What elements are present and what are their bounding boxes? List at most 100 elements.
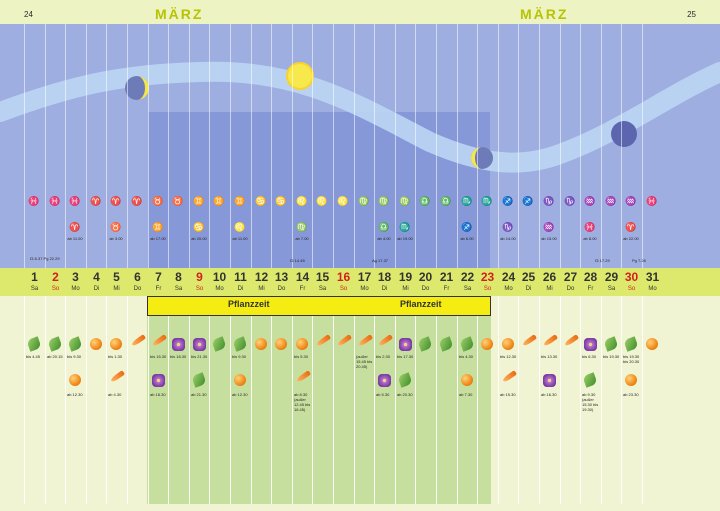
day-number: 9 (196, 270, 203, 284)
note-day29: Pg 7.26 (632, 258, 646, 263)
day-cell: 26 Mi (539, 268, 560, 296)
day-number: 2 (52, 270, 59, 284)
zodiac-time: ab 11.00 (67, 236, 83, 241)
day-cell: 31 Mo (642, 268, 663, 296)
moon-phase-icon (471, 147, 493, 169)
day-divider (621, 296, 622, 504)
new-moon-icon (611, 121, 637, 147)
icon-time: ab 12.30 (232, 392, 248, 397)
day-name: Sa (463, 286, 472, 292)
day-divider (230, 296, 231, 504)
fruit-icon (481, 338, 493, 350)
day-number: 29 (604, 270, 619, 284)
zodiac-sign-icon: ♓ (646, 196, 658, 206)
zodiac-sign-icon: ♉ (172, 196, 184, 206)
flower-icon (152, 374, 165, 387)
zodiac-time: ab 22.00 (623, 236, 639, 241)
day-name: Sa (30, 286, 39, 292)
day-divider (601, 296, 602, 504)
day-name: Sa (318, 286, 327, 292)
day-name: Mi (402, 286, 409, 292)
day-divider (148, 296, 149, 504)
flower-icon (172, 338, 185, 351)
day-number: 27 (563, 270, 578, 284)
day-divider (292, 296, 293, 504)
icon-time: bis 6.30 (582, 354, 597, 359)
zodiac-sign-icon: ♒ (543, 222, 555, 232)
zodiac-time: ab 19.00 (397, 236, 413, 241)
day-number: 22 (460, 270, 475, 284)
day-number: 31 (645, 270, 660, 284)
full-moon-icon (286, 62, 314, 90)
day-divider (477, 296, 478, 504)
day-number: 26 (542, 270, 557, 284)
day-name: Mo (215, 286, 224, 292)
day-divider (271, 296, 272, 504)
zodiac-sign-icon: ♎ (378, 222, 390, 232)
day-cell: 30 So (621, 268, 642, 296)
zodiac-sign-icon: ♈ (90, 196, 102, 206)
fruit-icon (461, 374, 473, 386)
zodiac-time: ab 11.00 (232, 236, 248, 241)
day-divider (127, 24, 128, 268)
icon-time: ab 4.30 (108, 392, 122, 397)
day-divider (436, 296, 437, 504)
day-name: Mi (546, 286, 553, 292)
day-divider (560, 296, 561, 504)
zodiac-sign-icon: ♉ (110, 222, 122, 232)
day-number: 14 (295, 270, 310, 284)
zodiac-sign-icon: ♓ (69, 196, 81, 206)
fruit-icon (646, 338, 658, 350)
zodiac-time: ab 7.00 (295, 236, 309, 241)
note-day28: ☊ 17.29 (595, 258, 610, 263)
day-name: So (627, 286, 636, 292)
zodiac-sign-icon: ♏ (461, 196, 473, 206)
day-cell: 17 Mo (354, 268, 375, 296)
day-divider (642, 24, 643, 268)
zodiac-sign-icon: ♌ (234, 222, 246, 232)
day-cell: 5 Mi (106, 268, 127, 296)
day-number: 17 (357, 270, 372, 284)
day-divider (457, 296, 458, 504)
day-divider (539, 24, 540, 268)
day-cell: 25 Di (518, 268, 539, 296)
day-cell: 21 Fr (436, 268, 457, 296)
day-number: 4 (93, 270, 100, 284)
day-name: Mi (258, 286, 265, 292)
day-divider (86, 24, 87, 268)
day-number: 16 (336, 270, 351, 284)
day-cell: 19 Mi (395, 268, 416, 296)
day-number: 24 (501, 270, 516, 284)
icon-time: bis 9.30 (67, 354, 82, 359)
icon-time: ab 16.30 (541, 392, 557, 397)
day-number: 12 (254, 270, 269, 284)
day-number: 15 (315, 270, 330, 284)
flower-icon (584, 338, 597, 351)
month-title-right: MÄRZ (520, 6, 569, 22)
day-name: Mi (113, 286, 120, 292)
icon-time: bis 4.45 (26, 354, 41, 359)
zodiac-sign-icon: ♈ (69, 222, 81, 232)
zodiac-sign-icon: ♎ (440, 196, 452, 206)
day-divider (395, 296, 396, 504)
day-number: 3 (72, 270, 79, 284)
zodiac-sign-icon: ♎ (419, 196, 431, 206)
day-name: Sa (174, 286, 183, 292)
zodiac-sign-icon: ♒ (584, 196, 596, 206)
day-cell: 27 Do (560, 268, 581, 296)
day-divider (168, 296, 169, 504)
day-divider (45, 296, 46, 504)
day-cell: 16 So (333, 268, 354, 296)
zodiac-sign-icon: ♈ (110, 196, 122, 206)
day-divider (209, 24, 210, 268)
zodiac-sign-icon: ♊ (213, 196, 225, 206)
day-divider (148, 24, 149, 268)
icon-time: bis 1.30 (108, 354, 123, 359)
day-cell: 20 Do (415, 268, 436, 296)
pflanzzeit-label: Pflanzzeit (228, 299, 270, 309)
day-divider (86, 296, 87, 504)
flower-icon (378, 374, 391, 387)
day-name: Mo (648, 286, 657, 292)
day-divider (251, 296, 252, 504)
day-cell: 28 Fr (580, 268, 601, 296)
